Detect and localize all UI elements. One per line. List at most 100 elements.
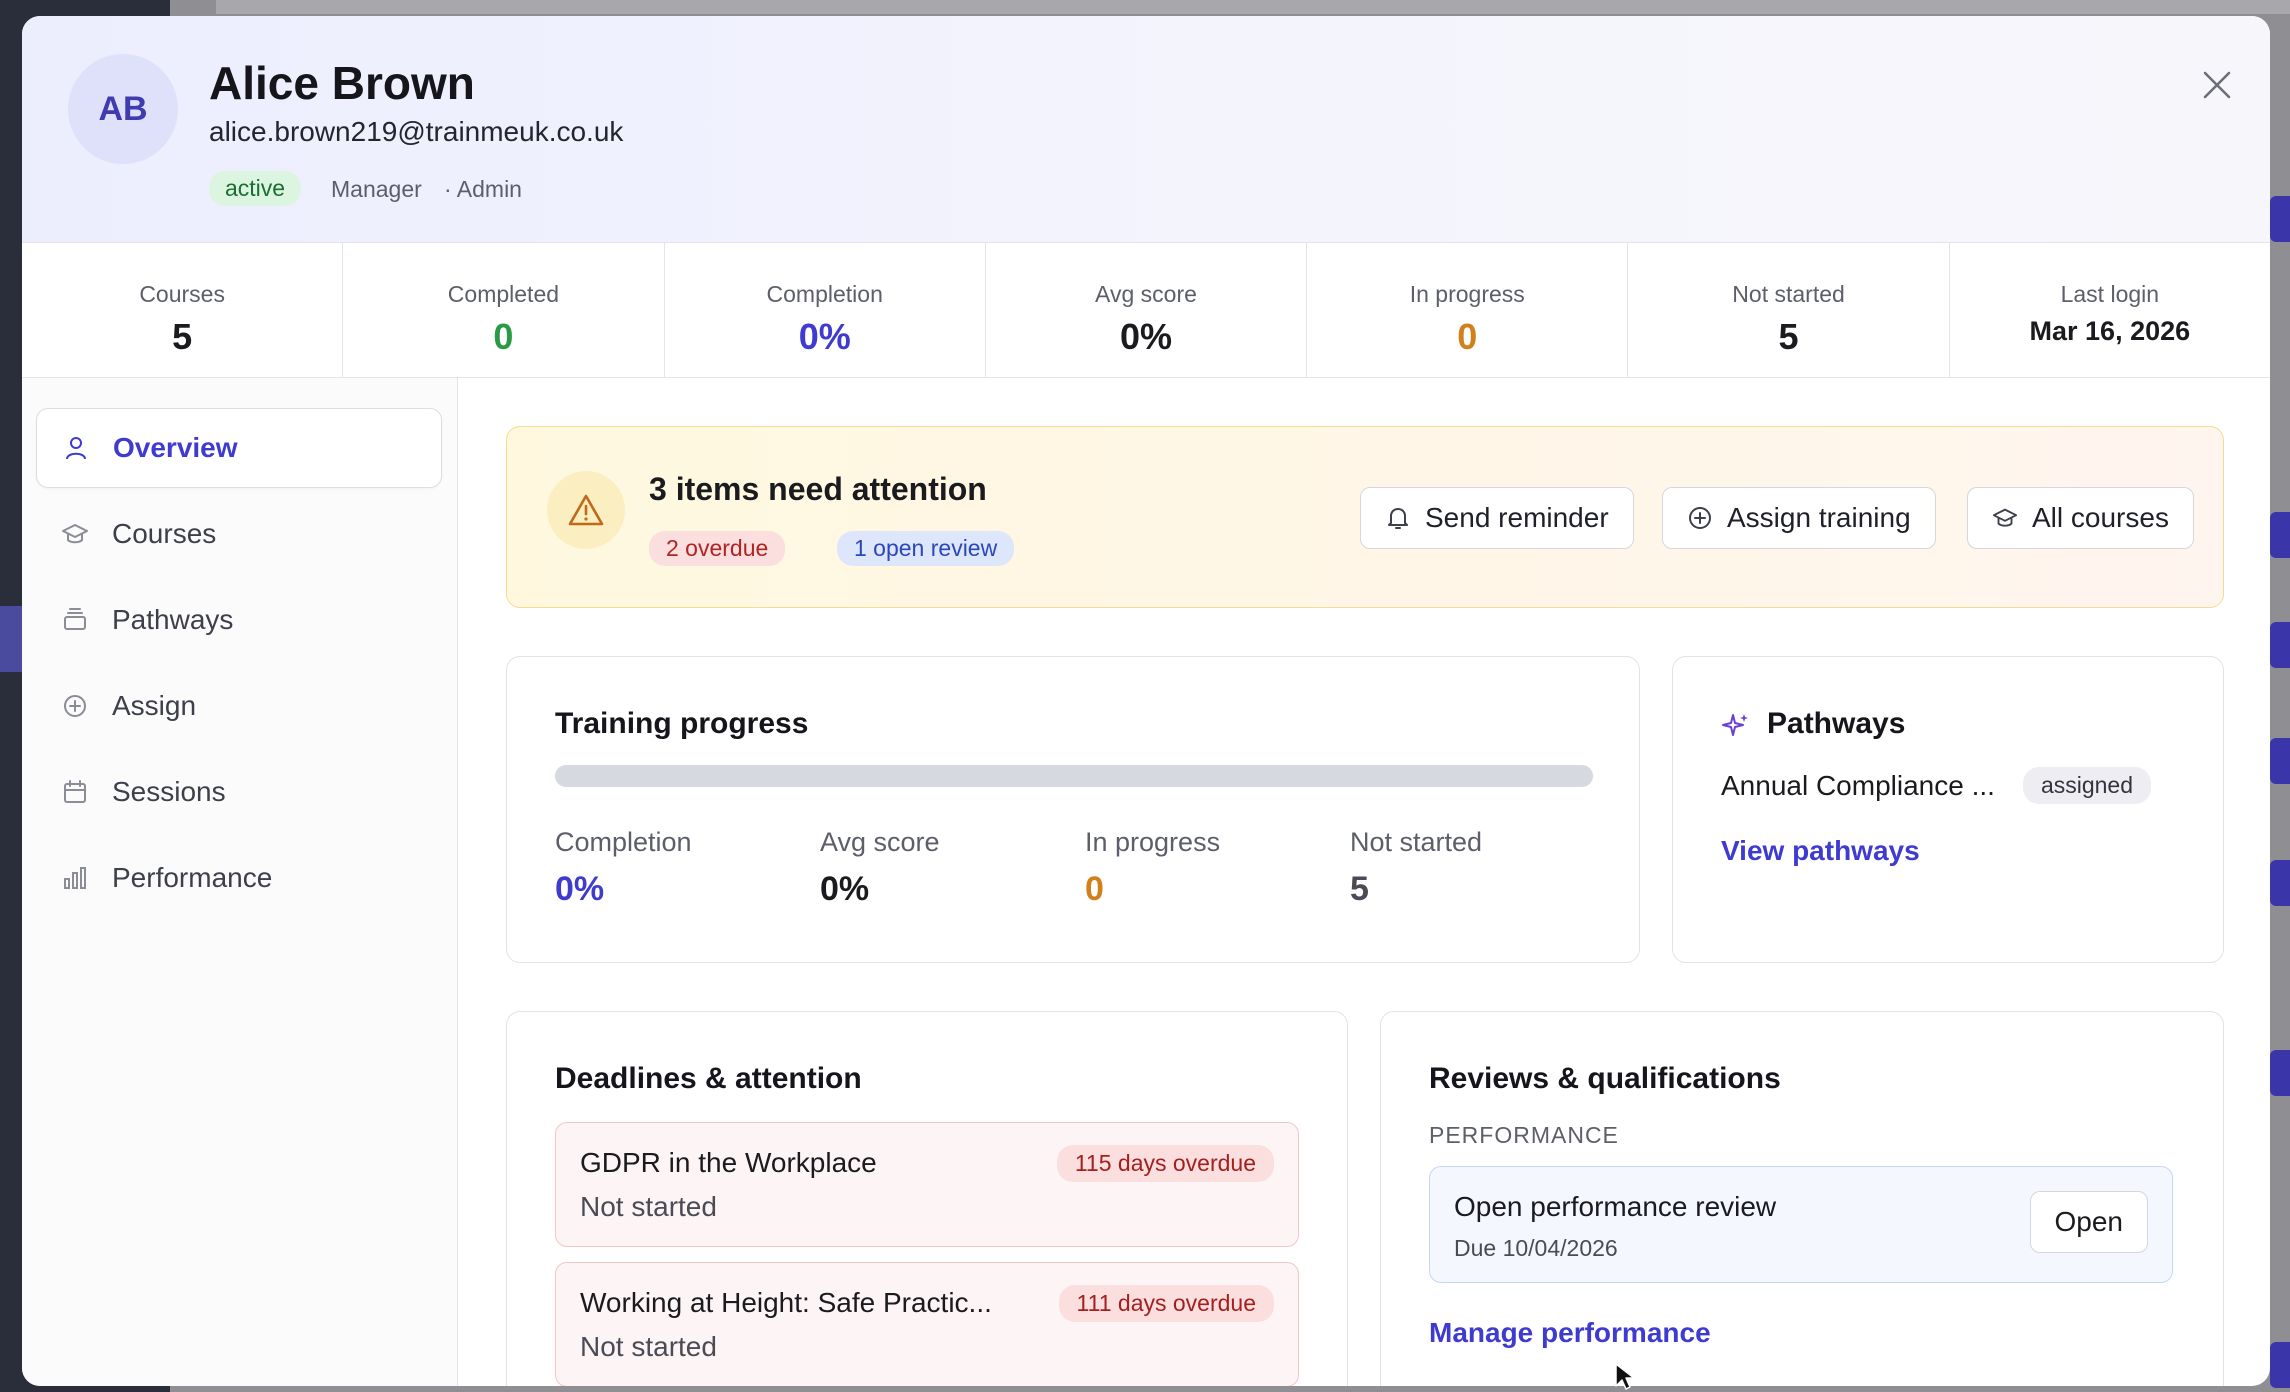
send-reminder-label: Send reminder: [1425, 502, 1609, 533]
send-reminder-button[interactable]: Send reminder: [1360, 487, 1634, 549]
overdue-badge: 111 days overdue: [1058, 1285, 1274, 1322]
stat-value: 5: [1778, 316, 1799, 357]
all-courses-button[interactable]: All courses: [1967, 487, 2194, 549]
reviews-card: Reviews & qualifications PERFORMANCE Ope…: [1380, 1011, 2224, 1386]
training-progress-card: Training progress Completion 0% Avg scor…: [506, 656, 1640, 963]
modal-header: AB Alice Brown alice.brown219@trainmeuk.…: [22, 16, 2270, 243]
background-row-button: [2270, 622, 2290, 668]
manage-performance-link[interactable]: Manage performance: [1429, 1317, 1711, 1348]
nav-item-label: Pathways: [112, 604, 234, 635]
progress-stat-value: 0%: [555, 870, 605, 908]
progress-bar: [555, 765, 1593, 787]
stat-value: 0: [493, 316, 514, 357]
progress-stat-completion: Completion 0%: [555, 827, 692, 909]
graduation-cap-icon: [60, 519, 90, 549]
performance-section-label: PERFORMANCE: [1429, 1122, 1619, 1148]
pathway-status-badge: assigned: [2022, 767, 2152, 804]
user-role-extra: · Admin: [444, 176, 522, 202]
user-email: alice.brown219@trainmeuk.co.uk: [209, 116, 624, 147]
stat-completed: Completed 0: [343, 243, 665, 377]
performance-review-item: Open performance review Due 10/04/2026 O…: [1429, 1166, 2173, 1283]
bar-chart-icon: [60, 863, 90, 893]
nav-item-overview[interactable]: Overview: [36, 408, 442, 488]
stat-not-started: Not started 5: [1628, 243, 1950, 377]
stat-courses: Courses 5: [22, 243, 344, 377]
deadline-course-title: Working at Height: Safe Practic...: [580, 1287, 992, 1318]
assign-training-button[interactable]: Assign training: [1662, 487, 1936, 549]
close-button[interactable]: [2194, 62, 2240, 108]
background-row-button: [2270, 860, 2290, 906]
background-row-button: [2270, 1050, 2290, 1096]
nav-item-courses[interactable]: Courses: [36, 494, 442, 574]
nav-item-label: Performance: [112, 862, 273, 893]
overdue-badge: 2 overdue: [649, 531, 786, 566]
progress-stat-not-started: Not started 5: [1350, 827, 1482, 909]
stat-label: Completion: [766, 281, 883, 307]
stat-value: 0%: [1119, 316, 1172, 357]
stat-value: 0%: [798, 316, 851, 357]
attention-banner: 3 items need attention 2 overdue 1 open …: [506, 426, 2224, 608]
review-title: Open performance review: [1454, 1191, 1777, 1222]
review-due-date: Due 10/04/2026: [1454, 1235, 1618, 1261]
progress-stat-label: Avg score: [820, 827, 940, 857]
stat-avg-score: Avg score 0%: [986, 243, 1308, 377]
deadlines-title: Deadlines & attention: [555, 1062, 862, 1095]
layers-icon: [60, 605, 90, 635]
all-courses-label: All courses: [2032, 502, 2169, 533]
pathways-card: Pathways Annual Compliance ... assigned …: [1672, 656, 2224, 963]
stat-value: Mar 16, 2026: [2029, 316, 2191, 346]
stat-label: In progress: [1409, 281, 1525, 307]
calendar-icon: [60, 777, 90, 807]
background-topbar: [216, 0, 2290, 14]
assign-training-label: Assign training: [1727, 502, 1911, 533]
overdue-badge: 115 days overdue: [1056, 1145, 1274, 1182]
stats-strip: Courses 5 Completed 0 Completion 0% Avg …: [22, 243, 2270, 378]
deadline-course-status: Not started: [580, 1191, 717, 1222]
nav-item-assign[interactable]: Assign: [36, 666, 442, 746]
progress-stat-in-progress: In progress 0: [1085, 827, 1220, 909]
nav-item-label: Sessions: [112, 776, 226, 807]
progress-stat-value: 0%: [820, 870, 870, 908]
nav-item-pathways[interactable]: Pathways: [36, 580, 442, 660]
stat-label: Avg score: [1095, 281, 1197, 307]
close-icon: [2203, 71, 2231, 99]
view-pathways-link[interactable]: View pathways: [1721, 835, 1920, 866]
nav-item-performance[interactable]: Performance: [36, 838, 442, 918]
plus-circle-icon: [1687, 505, 1713, 531]
deadline-course-title: GDPR in the Workplace: [580, 1147, 877, 1178]
pathways-title: Pathways: [1767, 707, 1906, 740]
bell-icon: [1385, 505, 1411, 531]
side-nav: Overview Courses Pathways Assign Session…: [22, 378, 458, 1386]
user-role: Manager: [331, 176, 422, 202]
stat-value: 5: [172, 316, 193, 357]
mouse-cursor-icon: [1614, 1362, 1636, 1392]
deadline-item[interactable]: Working at Height: Safe Practic... Not s…: [555, 1262, 1299, 1386]
nav-item-label: Assign: [112, 690, 197, 721]
status-badge: active: [209, 171, 302, 206]
plus-circle-icon: [60, 691, 90, 721]
nav-item-label: Overview: [113, 432, 238, 463]
stat-label: Courses: [139, 281, 225, 307]
progress-stat-avg-score: Avg score 0%: [820, 827, 940, 909]
stat-label: Completed: [447, 281, 560, 307]
background-row-button: [2270, 196, 2290, 242]
open-review-button[interactable]: Open: [2029, 1191, 2148, 1253]
stat-label: Not started: [1732, 281, 1845, 307]
background-row-button: [2270, 738, 2290, 784]
nav-item-label: Courses: [112, 518, 217, 549]
training-progress-title: Training progress: [555, 707, 809, 740]
stat-in-progress: In progress 0: [1307, 243, 1629, 377]
background-row-button: [2270, 512, 2290, 558]
progress-stat-label: Not started: [1350, 827, 1483, 857]
deadline-course-status: Not started: [580, 1331, 717, 1362]
deadlines-card: Deadlines & attention GDPR in the Workpl…: [506, 1011, 1348, 1386]
nav-item-sessions[interactable]: Sessions: [36, 752, 442, 832]
stat-last-login: Last login Mar 16, 2026: [1950, 243, 2270, 377]
user-detail-modal: AB Alice Brown alice.brown219@trainmeuk.…: [22, 16, 2270, 1386]
graduation-cap-icon: [1992, 505, 2018, 531]
sparkles-icon: [1721, 711, 1751, 741]
deadline-item[interactable]: GDPR in the Workplace Not started 115 da…: [555, 1122, 1299, 1247]
background-row-button: [2270, 1342, 2290, 1388]
avatar: AB: [68, 54, 178, 164]
warning-icon: [547, 471, 625, 549]
